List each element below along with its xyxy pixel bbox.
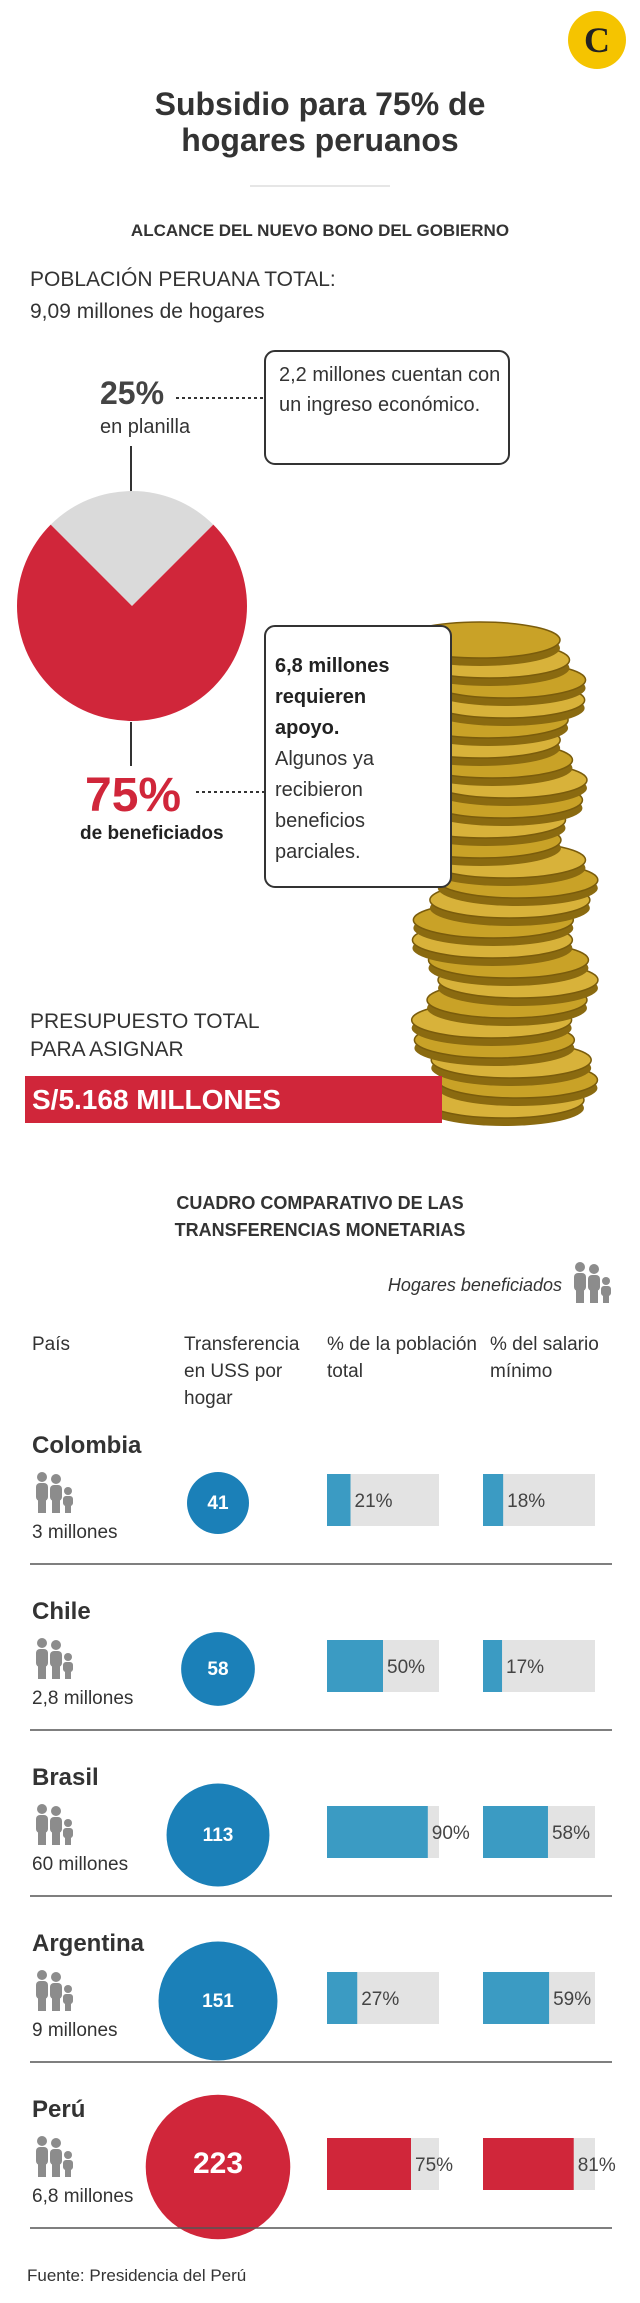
bar bbox=[483, 1972, 550, 2024]
bubble bbox=[187, 1472, 249, 1534]
people-icon bbox=[36, 1804, 73, 1845]
pie-caption: de beneficiados bbox=[80, 823, 224, 844]
subtitle: ALCANCE DEL NUEVO BONO DEL GOBIERNO bbox=[130, 221, 510, 240]
bubble bbox=[181, 1632, 255, 1706]
bar-label: 58% bbox=[552, 1823, 590, 1844]
bar-label: 90% bbox=[432, 1823, 470, 1844]
legend-label: Hogares beneficiados bbox=[387, 1275, 562, 1295]
bar bbox=[327, 1806, 428, 1858]
bubble-label: 41 bbox=[207, 1493, 229, 1514]
title: Subsidio para 75% de hogares peruanos bbox=[154, 86, 486, 158]
bar bbox=[483, 2138, 574, 2190]
pie-caption: en planilla bbox=[100, 416, 191, 438]
callout-box bbox=[264, 350, 510, 465]
households: 6,8 millones bbox=[32, 2186, 134, 2207]
column-header: % de la población total bbox=[327, 1334, 477, 1382]
pie-label: 25% bbox=[100, 375, 165, 411]
population-value: 9,09 millones de hogares bbox=[30, 300, 265, 323]
bar bbox=[327, 2138, 411, 2190]
bar-label: 21% bbox=[355, 1491, 393, 1512]
bubble-label: 223 bbox=[193, 2147, 243, 2180]
logo bbox=[568, 11, 626, 69]
legend-icon bbox=[574, 1262, 611, 1303]
country: Brasil bbox=[32, 1764, 99, 1791]
people-icon bbox=[36, 1970, 73, 2011]
bar bbox=[327, 1972, 358, 2024]
source: Fuente: Presidencia del Perú bbox=[27, 2266, 247, 2285]
callout-text: Algunos ya recibieron beneficios parcial… bbox=[275, 748, 374, 863]
households: 60 millones bbox=[32, 1854, 129, 1875]
bubble bbox=[158, 1941, 278, 2061]
bubble bbox=[166, 1783, 270, 1887]
country: Colombia bbox=[32, 1432, 142, 1459]
budget-label: PRESUPUESTO TOTAL PARA ASIGNAR bbox=[30, 1010, 259, 1061]
bar bbox=[483, 1806, 548, 1858]
bar-label: 59% bbox=[553, 1989, 591, 2010]
bar bbox=[483, 1640, 503, 1692]
column-header: % del salario mínimo bbox=[490, 1334, 599, 1382]
bar-label: 75% bbox=[415, 2155, 453, 2176]
section-title: CUADRO COMPARATIVO DE LAS TRANSFERENCIAS… bbox=[174, 1193, 466, 1240]
country: Argentina bbox=[32, 1930, 145, 1957]
households: 3 millones bbox=[32, 1522, 118, 1543]
bar bbox=[483, 1474, 504, 1526]
logo-letter: C bbox=[584, 20, 610, 60]
people-icon bbox=[36, 1638, 73, 1679]
country: Perú bbox=[32, 2096, 86, 2123]
bar bbox=[327, 1474, 351, 1526]
bar bbox=[327, 1640, 383, 1692]
households: 9 millones bbox=[32, 2020, 118, 2041]
bubble-label: 113 bbox=[203, 1825, 234, 1846]
budget-value: S/5.168 MILLONES bbox=[32, 1084, 281, 1115]
bubble bbox=[145, 2094, 291, 2240]
country: Chile bbox=[32, 1598, 91, 1625]
callout-text-bold: 6,8 millones requieren apoyo. bbox=[275, 655, 390, 739]
pie-label: 75% bbox=[85, 769, 182, 822]
column-header: Transferencia en USS por hogar bbox=[184, 1334, 300, 1409]
bar-label: 50% bbox=[387, 1657, 425, 1678]
bar-label: 81% bbox=[578, 2155, 616, 2176]
people-icon bbox=[36, 2136, 73, 2177]
people-icon bbox=[36, 1472, 73, 1513]
pie-slice bbox=[50, 491, 214, 606]
column-header: País bbox=[32, 1334, 71, 1355]
bubble-label: 151 bbox=[202, 1991, 234, 2012]
bar-label: 18% bbox=[507, 1491, 545, 1512]
bar-label: 17% bbox=[506, 1657, 544, 1678]
bubble-label: 58 bbox=[207, 1659, 228, 1680]
pie-slice bbox=[16, 524, 247, 722]
callout-box bbox=[264, 625, 452, 888]
households: 2,8 millones bbox=[32, 1688, 134, 1709]
population-label: POBLACIÓN PERUANA TOTAL: bbox=[30, 268, 336, 291]
budget-bar bbox=[25, 1076, 442, 1123]
callout-text: 2,2 millones cuentan con un ingreso econ… bbox=[279, 364, 501, 416]
bar-label: 27% bbox=[361, 1989, 399, 2010]
